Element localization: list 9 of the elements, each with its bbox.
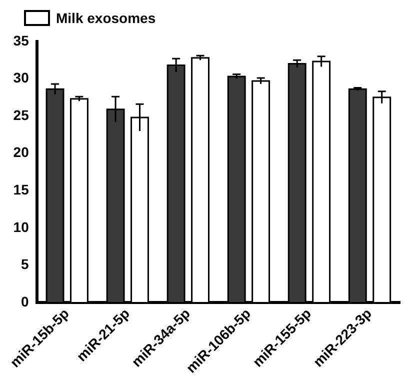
y-tick-label: 20 bbox=[13, 144, 30, 160]
y-tick-label: 35 bbox=[13, 32, 30, 48]
y-tick-label: 10 bbox=[13, 218, 30, 235]
y-tick-label: 15 bbox=[13, 182, 30, 198]
y-tick-label: 5 bbox=[21, 256, 30, 272]
y-tick-label: 25 bbox=[13, 106, 30, 123]
y-tick-label: 30 bbox=[13, 70, 30, 86]
text: Milk exosomes bbox=[56, 10, 156, 26]
y-tick-label: 0 bbox=[21, 294, 30, 310]
